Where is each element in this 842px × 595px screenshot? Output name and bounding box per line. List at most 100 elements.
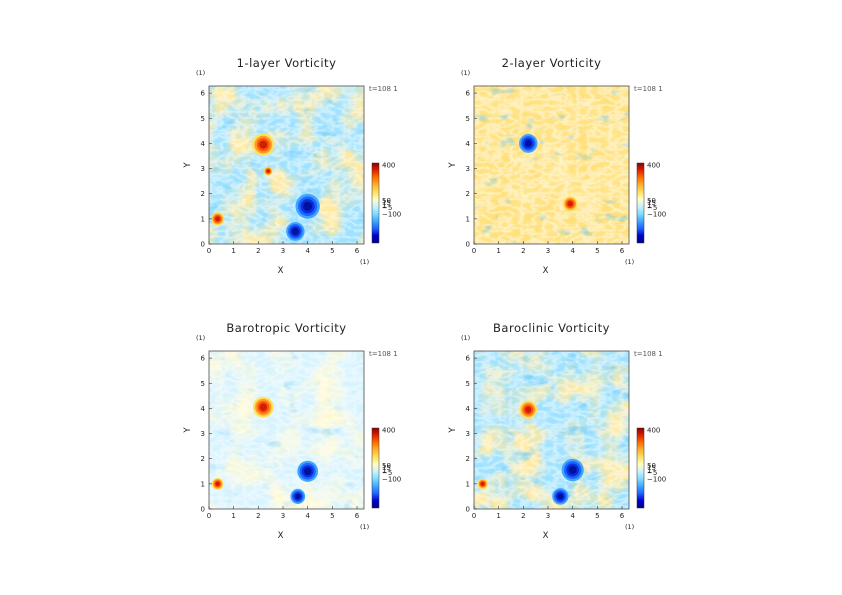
vortex-mark (259, 140, 268, 149)
colorbar-label: −5 (647, 204, 657, 212)
y-axis-label: Y (448, 427, 458, 434)
vortex-mark (266, 169, 270, 173)
x-tick-label: 0 (207, 512, 211, 520)
colorbar-label: 1 (382, 202, 386, 210)
x-tick-label: 5 (595, 512, 599, 520)
x-tick-label: 1 (231, 512, 235, 520)
colorbar (371, 162, 380, 244)
panel-1: 1-layer Vorticity 0 1 2 3 4 5 6 0 1 2 3 4 5 6 X Y (1) (1) t… (183, 56, 401, 276)
vortex-mark (480, 481, 485, 486)
vorticity-field (209, 86, 364, 244)
x-tick-label: 6 (355, 512, 360, 520)
vortex-mark (215, 481, 220, 487)
x-unit: (1) (625, 523, 634, 531)
y-tick-label: 6 (201, 90, 206, 98)
y-tick-label: 5 (466, 380, 470, 388)
y-axis-label: Y (183, 427, 193, 434)
x-tick-label: 1 (231, 247, 235, 255)
y-tick-label: 4 (466, 405, 471, 413)
vortex-mark (259, 403, 268, 411)
y-tick-label: 5 (466, 115, 470, 123)
y-tick-label: 6 (466, 90, 471, 98)
plot-frame (473, 350, 630, 510)
vortex-mark (567, 201, 573, 207)
x-axis-label: X (278, 266, 284, 276)
colorbar-label: 1 (382, 467, 386, 475)
time-label: t=108 1 (634, 85, 663, 93)
vortex-mark (525, 406, 532, 413)
panel-4: Baroclinic Vorticity 0 1 2 3 4 5 6 0 1 2 3 4 5 6 X Y (1) (… (448, 321, 666, 541)
y-tick-label: 3 (201, 165, 205, 173)
x-tick-label: 1 (496, 512, 500, 520)
x-tick-label: 3 (546, 247, 550, 255)
colorbar-label: 15 (647, 464, 656, 472)
y-tick-label: 2 (466, 190, 470, 198)
plot-frame (473, 85, 630, 245)
y-tick-label: 1 (201, 480, 205, 488)
x-tick-label: 4 (305, 512, 310, 520)
colorbar-label: −100 (647, 210, 666, 218)
vortex-mark (292, 228, 299, 235)
plot-frame (208, 85, 365, 245)
colorbar-label: 1 (647, 202, 651, 210)
colorbar-label: −100 (382, 475, 401, 483)
plot-frame (208, 350, 365, 510)
vortex-mark (295, 493, 301, 500)
colorbar-label: 15 (382, 199, 391, 207)
colorbar-label: 15 (382, 464, 391, 472)
y-unit: (1) (196, 69, 205, 77)
x-unit: (1) (625, 258, 634, 266)
y-tick-label: 4 (201, 405, 206, 413)
vorticity-field (474, 351, 629, 509)
x-axis-label: X (543, 266, 549, 276)
vorticity-field (474, 86, 629, 244)
y-tick-label: 1 (466, 215, 470, 223)
x-tick-label: 1 (496, 247, 500, 255)
y-unit: (1) (461, 69, 470, 77)
colorbar (371, 427, 380, 509)
y-tick-label: 0 (466, 241, 470, 249)
x-unit: (1) (360, 258, 369, 266)
colorbar-label: 1 (647, 467, 651, 475)
colorbar (636, 162, 645, 244)
colorbar-label: 400 (647, 162, 660, 170)
colorbar-label: −100 (382, 210, 401, 218)
vortex-mark (557, 493, 564, 500)
colorbar-label: 50 (382, 462, 391, 470)
y-tick-label: 6 (466, 355, 471, 363)
colorbar (636, 427, 645, 509)
colorbar-label: −100 (647, 475, 666, 483)
colorbar-label: 50 (382, 197, 391, 205)
colorbar-label: 400 (382, 427, 395, 435)
y-unit: (1) (196, 334, 205, 342)
x-axis-label: X (543, 531, 549, 541)
colorbar-label: −5 (382, 469, 392, 477)
y-tick-label: 6 (201, 355, 206, 363)
panel-title: Baroclinic Vorticity (493, 321, 610, 335)
vortex-mark (303, 467, 312, 476)
x-tick-label: 2 (256, 512, 260, 520)
x-tick-label: 3 (281, 512, 285, 520)
vortex-mark (215, 216, 221, 222)
x-tick-label: 5 (595, 247, 599, 255)
y-tick-label: 2 (466, 455, 470, 463)
x-axis-label: X (278, 531, 284, 541)
colorbar-label: −5 (647, 469, 657, 477)
y-tick-label: 0 (201, 506, 205, 514)
x-tick-label: 6 (355, 247, 360, 255)
colorbar-label: 400 (647, 427, 660, 435)
y-axis-label: Y (448, 162, 458, 169)
panel-3: Barotropic Vorticity 0 1 2 3 4 5 6 0 1 2 3 4 5 6 X Y (1) (… (183, 321, 401, 541)
colorbar-label: 50 (647, 462, 656, 470)
colorbar-label: 15 (647, 199, 656, 207)
y-unit: (1) (461, 334, 470, 342)
x-tick-label: 0 (472, 247, 476, 255)
y-tick-label: 5 (201, 115, 205, 123)
vorticity-field (209, 351, 364, 509)
x-tick-label: 6 (620, 512, 625, 520)
y-tick-label: 1 (201, 215, 205, 223)
x-tick-label: 2 (256, 247, 260, 255)
y-tick-label: 0 (201, 241, 205, 249)
x-tick-label: 3 (281, 247, 285, 255)
